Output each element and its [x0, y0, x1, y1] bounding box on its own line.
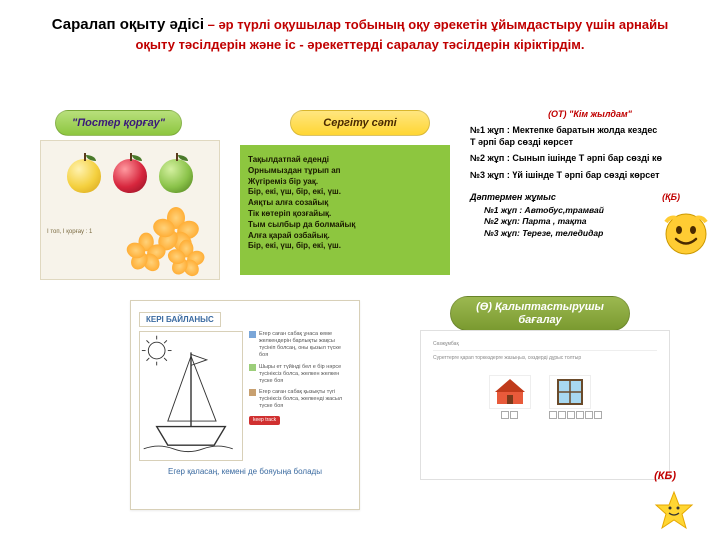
header-main: Саралап оқыту әдісі	[52, 16, 204, 33]
feedback-title: КЕРІ БАЙЛАНЫС	[139, 312, 221, 327]
header-sub: – әр түрлі оқушылар тобының оқу әрекетін…	[135, 17, 668, 52]
poster-card: І топ, І қорғау : 1	[40, 140, 220, 280]
check-item: Шыры ет түйінді бел е бір нәрсе түсінікс…	[249, 364, 351, 385]
smiley-icon	[664, 212, 708, 256]
ot-g3: №3 жұп : Үй ішінде Т әрпі бар сөзді көрс…	[470, 169, 710, 181]
sergitu-pill: Сергіту сәті	[290, 110, 430, 136]
feedback-card: КЕРІ БАЙЛАНЫС Егер саған сабақ ұнаса кем…	[130, 300, 360, 510]
ot-g1: №1 жұп : Мектепке баратын жолда кездес	[470, 124, 710, 136]
apple-green-icon	[159, 159, 193, 193]
window-icon	[549, 375, 591, 409]
sergitu-card: Тақылдатпай еденді Орнымыздан тұрып ап Ж…	[240, 145, 450, 275]
sergitu-line: Тік көтеріп қозғайық.	[248, 209, 442, 220]
ot-title: (ОТ) "Кім жылдам"	[470, 108, 710, 120]
sergitu-line: Тақылдатпай еденді	[248, 155, 442, 166]
kb2-label: (КБ)	[654, 470, 676, 482]
poster-pill: "Постер қорғау"	[55, 110, 182, 136]
boat-drawing	[139, 331, 243, 461]
dapter-label: Дәптермен жұмыс	[470, 192, 556, 202]
sergitu-line: Тым сылбыр да болмайық	[248, 220, 442, 231]
sergitu-line: Бір, екі, үш, бір, екі, үш.	[248, 187, 442, 198]
sergitu-line: Орнымыздан тұрып ап	[248, 166, 442, 177]
eval-card: Сөзжұмбақ Суреттерге қарап торкөздерге ж…	[420, 330, 670, 480]
apples-row	[41, 141, 219, 199]
flowers-icon	[123, 205, 213, 275]
eval-item	[549, 375, 602, 419]
eval-item	[489, 375, 531, 419]
feedback-checklist: Егер саған сабақ ұнаса кеме желкендерін …	[249, 331, 351, 461]
boat-caption: Егер қаласаң, кемені де бояуыңа болады	[139, 467, 351, 476]
eval-pill: (Ө) Қалыптастырушы бағалау	[450, 296, 630, 331]
ot-g1b: Т әрпі бар сөзді көрсет	[470, 136, 710, 148]
kb-label: (ҚБ)	[662, 191, 680, 203]
red-badge: keep track	[249, 416, 280, 425]
sergitu-line: Жүгіреміз бір уақ.	[248, 177, 442, 188]
apple-yellow-icon	[67, 159, 101, 193]
ot-g2: №2 жұп : Сынып ішінде Т әрпі бар сөзді к…	[470, 152, 710, 164]
sergitu-line: Бір, екі, үш, бір, екі, үш.	[248, 241, 442, 252]
check-item: Егер саған сабақ қызықты түгі түсініксіз…	[249, 389, 351, 410]
eval-items	[433, 375, 657, 419]
check-item: Егер саған сабақ ұнаса кеме желкендерін …	[249, 331, 351, 360]
poster-caption: І топ, І қорғау : 1	[47, 229, 92, 235]
sergitu-line: Алға қарай озбайық.	[248, 231, 442, 242]
star-icon	[654, 490, 694, 530]
house-icon	[489, 375, 531, 409]
sergitu-line: Аяқты алға созайық	[248, 198, 442, 209]
apple-red-icon	[113, 159, 147, 193]
slide-header: Саралап оқыту әдісі – әр түрлі оқушылар …	[0, 0, 720, 63]
